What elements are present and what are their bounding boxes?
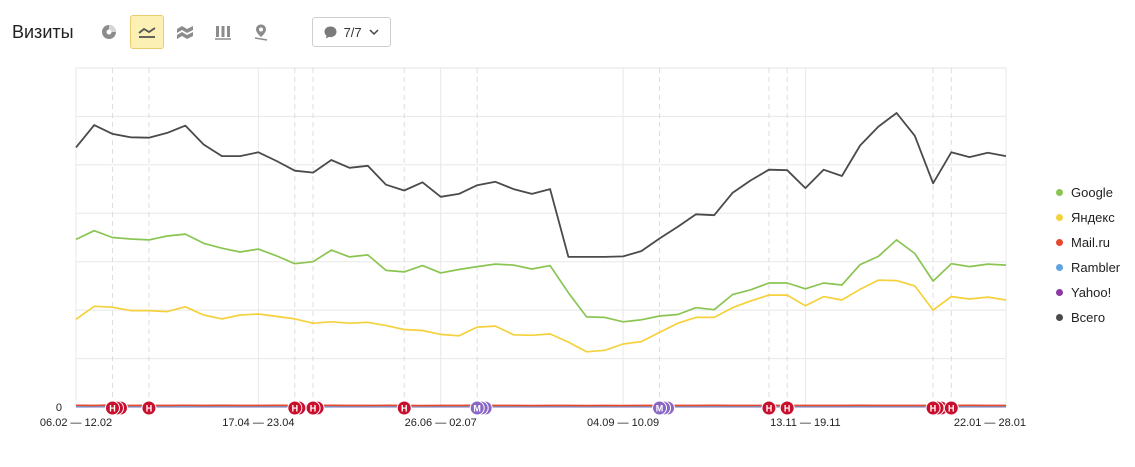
- annotation-marker-stack: [104, 400, 120, 416]
- plot-frame: [75, 67, 1007, 408]
- annotation-marker-stack: [141, 400, 157, 416]
- annotations-counter: 7/7: [343, 24, 362, 40]
- annotation-marker-label: Н: [784, 404, 791, 414]
- annotation-marker-label: Н: [292, 404, 299, 414]
- legend-item[interactable]: Яндекс: [1056, 205, 1120, 230]
- bar-chart-icon: [214, 26, 231, 40]
- annotation-marker-label: М: [473, 404, 481, 414]
- annotation-marker-label: М: [656, 404, 664, 414]
- legend-dot-icon: [1056, 314, 1063, 321]
- legend-label: Яндекс: [1071, 210, 1115, 225]
- annotation-marker-stack: [925, 400, 941, 416]
- legend-item[interactable]: Mail.ru: [1056, 230, 1120, 255]
- line-chart-button[interactable]: [129, 15, 164, 49]
- annotation-marker-stack: [943, 400, 959, 416]
- series-line-всего: [75, 112, 1007, 258]
- legend-item[interactable]: Yahoo!: [1056, 280, 1120, 305]
- legend-dot-icon: [1056, 289, 1063, 296]
- legend-label: Mail.ru: [1071, 235, 1111, 250]
- legend-label: Yahoo!: [1071, 285, 1112, 300]
- annotation-marker-label: Н: [766, 404, 773, 414]
- legend-dot-icon: [1056, 264, 1063, 271]
- annotation-marker-stack: [652, 400, 668, 416]
- series-line-яндекс: [75, 279, 1007, 353]
- x-tick-label: 22.01 — 28.01: [954, 417, 1026, 429]
- y-tick-label: 0: [56, 402, 62, 414]
- chart-title: Визиты: [12, 21, 74, 42]
- line-chart-icon: [138, 27, 156, 38]
- legend-dot-icon: [1056, 214, 1063, 221]
- series-line-mailru: [75, 404, 1006, 407]
- legend-dot-icon: [1056, 239, 1063, 246]
- legend-item[interactable]: Всего: [1056, 305, 1120, 330]
- annotation-marker-label: Н: [109, 404, 116, 414]
- annotation-marker-label: Н: [146, 404, 153, 414]
- annotation-marker-label: Н: [401, 404, 408, 414]
- series-line-google: [75, 229, 1007, 323]
- bar-chart-button[interactable]: [206, 15, 240, 49]
- legend-label: Всего: [1071, 310, 1106, 325]
- chevron-down-icon: [369, 29, 379, 36]
- annotation-marker-label: Н: [310, 404, 317, 414]
- legend-label: Google: [1071, 185, 1113, 200]
- annotation-marker-stack: [779, 400, 795, 416]
- annotations-dropdown[interactable]: 7/7: [311, 17, 391, 47]
- annotation-marker-stack: [305, 400, 321, 416]
- pie-chart-button[interactable]: [92, 15, 126, 49]
- pie-chart-icon: [101, 25, 116, 39]
- legend-dot-icon: [1056, 189, 1063, 196]
- annotation-marker-label: Н: [948, 404, 955, 414]
- x-tick-label: 13.11 — 19.11: [770, 417, 841, 429]
- annotation-marker-stack: [761, 400, 777, 416]
- x-tick-label: 06.02 — 12.02: [40, 417, 112, 429]
- chart-toolbar: Визиты: [12, 14, 391, 50]
- map-button[interactable]: [244, 15, 278, 49]
- legend-label: Rambler: [1071, 260, 1121, 275]
- x-tick-label: 17.04 — 23.04: [222, 417, 294, 429]
- annotation-marker-stack: [469, 400, 485, 416]
- comment-icon: [324, 26, 337, 38]
- x-tick-label: 26.06 — 02.07: [405, 417, 477, 429]
- area-chart-button[interactable]: [168, 15, 202, 49]
- map-icon: [254, 24, 267, 41]
- legend-item[interactable]: Rambler: [1056, 255, 1120, 280]
- annotation-marker-stack: [287, 400, 303, 416]
- area-chart-icon: [176, 26, 193, 39]
- x-tick-label: 04.09 — 10.09: [587, 417, 659, 429]
- chart-legend: Google Яндекс Mail.ru Rambler Yahoo! Всего: [1056, 180, 1120, 330]
- legend-item[interactable]: Google: [1056, 180, 1120, 205]
- annotation-marker-label: Н: [930, 404, 937, 414]
- annotation-marker-stack: [396, 400, 412, 416]
